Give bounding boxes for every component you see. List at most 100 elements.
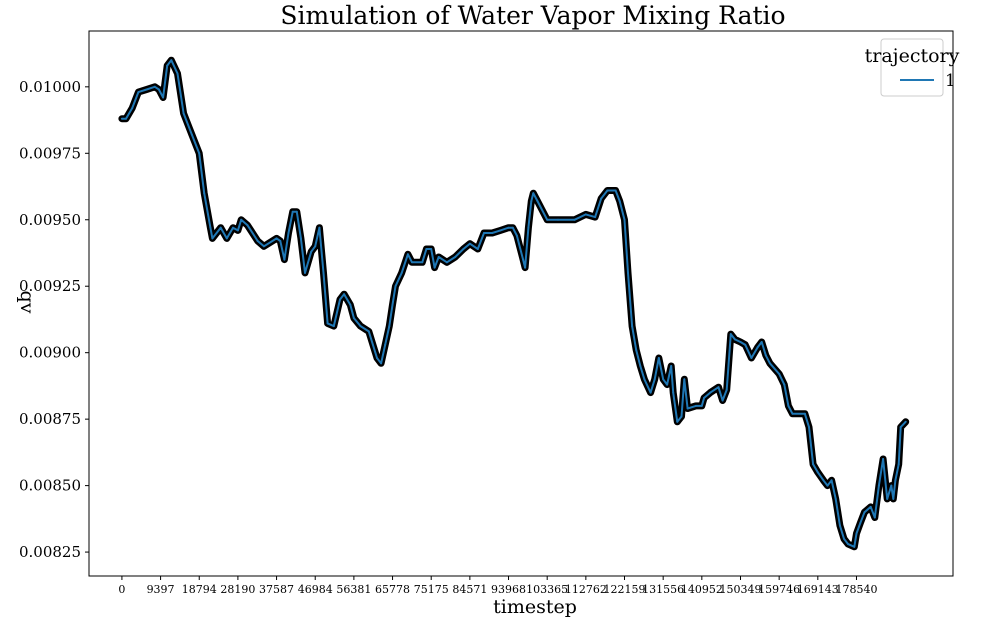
data-point [310, 250, 313, 253]
series-line [121, 59, 907, 548]
x-tick-label: 122159 [604, 583, 646, 596]
data-point [236, 229, 239, 232]
data-point [694, 404, 697, 407]
data-point [546, 218, 549, 221]
data-point [812, 463, 815, 466]
y-tick-label: 0.00950 [19, 211, 81, 229]
data-point [468, 242, 471, 245]
data-point [709, 391, 712, 394]
data-point [600, 197, 603, 200]
data-point [686, 407, 689, 410]
data-point [256, 240, 259, 242]
data-point [530, 200, 533, 203]
data-point [153, 85, 156, 88]
data-point [834, 497, 837, 500]
x-tick-label: 75175 [414, 583, 449, 596]
data-point [838, 524, 841, 527]
data-point [454, 256, 457, 258]
x-tick-label: 150349 [719, 583, 761, 596]
legend: trajectory 1 [865, 38, 960, 97]
data-point [120, 117, 123, 120]
data-point [349, 303, 352, 306]
data-point [343, 293, 346, 296]
data-point [897, 463, 900, 466]
data-point [783, 383, 786, 386]
data-point [137, 91, 140, 94]
data-point [232, 226, 234, 229]
data-point [182, 112, 185, 115]
data-point [299, 237, 302, 240]
data-point [483, 232, 485, 234]
x-tick-label: 159746 [758, 583, 800, 596]
data-point [756, 346, 759, 349]
data-point [314, 245, 317, 248]
data-point [400, 271, 403, 274]
x-axis-label: timestep [493, 596, 577, 618]
data-point [339, 298, 341, 301]
data-point [855, 532, 858, 535]
data-point [499, 229, 502, 232]
data-point [768, 362, 771, 365]
data-point [778, 373, 781, 375]
data-point [240, 218, 243, 221]
data-point [853, 545, 856, 548]
data-point [421, 261, 424, 264]
data-point [886, 497, 889, 500]
data-point [430, 248, 433, 250]
x-tick-label: 9397 [147, 583, 175, 596]
data-point [279, 240, 282, 242]
data-point [873, 516, 876, 519]
data-point [594, 216, 597, 219]
x-tick-label: 18794 [182, 583, 217, 596]
data-point [262, 245, 265, 248]
data-point [657, 357, 660, 359]
data-point [729, 333, 732, 336]
data-point [376, 357, 378, 359]
data-point [635, 349, 638, 351]
data-point [614, 189, 617, 192]
data-point [527, 226, 530, 229]
data-point [125, 117, 127, 120]
data-point [326, 322, 329, 325]
data-point [425, 248, 428, 250]
x-tick-label: 140952 [681, 583, 723, 596]
y-tick-label: 0.01000 [19, 78, 81, 96]
data-point [190, 133, 193, 136]
y-axis-label: qv [16, 291, 38, 314]
data-point [536, 200, 539, 203]
data-point [411, 261, 413, 264]
data-point [764, 354, 767, 357]
legend-entry-label: 1 [945, 71, 956, 91]
data-point [869, 505, 872, 508]
data-point [892, 497, 895, 500]
data-point [863, 511, 866, 514]
data-point [787, 404, 790, 407]
data-point [380, 362, 383, 365]
data-point [717, 386, 720, 389]
data-point [391, 303, 394, 306]
data-point [803, 412, 806, 415]
data-point [725, 388, 728, 391]
data-point [606, 189, 609, 192]
y-tick-label: 0.00925 [19, 277, 81, 295]
x-tick-label: 0 [118, 583, 125, 596]
data-point [760, 341, 763, 343]
data-point [522, 258, 525, 261]
x-tick-label: 46984 [298, 583, 333, 596]
data-point [437, 256, 440, 258]
x-tick-label: 37587 [259, 583, 294, 596]
data-point [219, 226, 222, 229]
x-tick-label: 178540 [835, 583, 877, 596]
data-point [291, 210, 294, 213]
data-point [700, 404, 703, 407]
data-point [511, 226, 514, 229]
data-point [816, 471, 819, 474]
data-point [203, 192, 206, 195]
data-point [557, 218, 559, 221]
data-point [643, 378, 646, 381]
data-point [166, 64, 169, 67]
data-point [670, 365, 673, 367]
x-tick-label: 112762 [565, 583, 607, 596]
data-point [750, 357, 753, 359]
y-tick-label: 0.00825 [19, 543, 81, 561]
